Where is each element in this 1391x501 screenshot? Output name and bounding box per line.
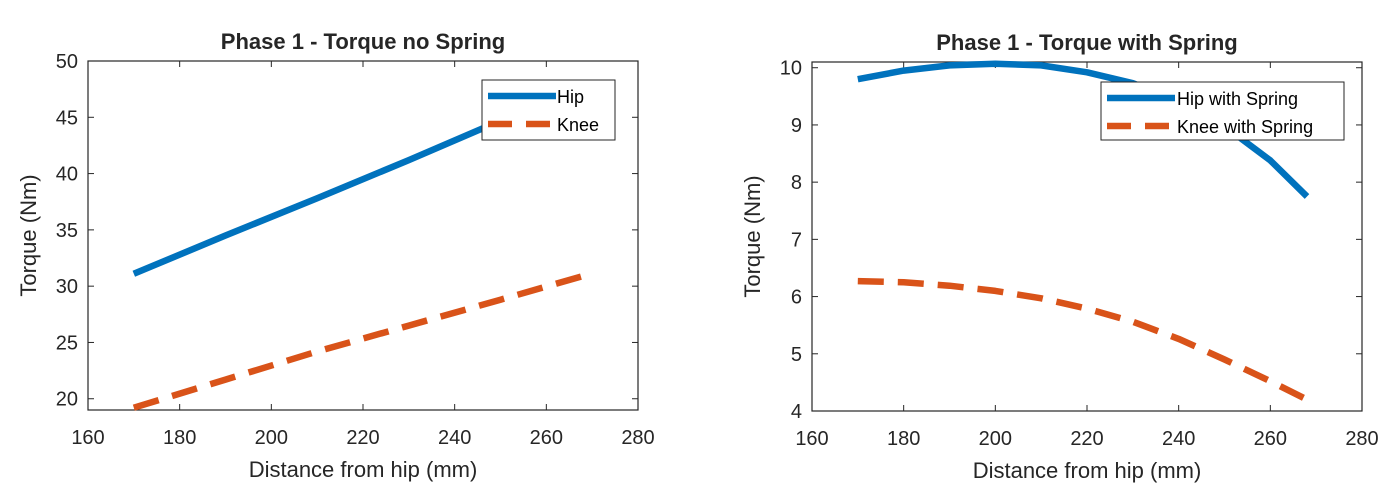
chart-2: 160 180 200 220 240 260 280 4 5 6 7 8 9 10 Phase 1 - T… [740,30,1379,483]
x-tick-label: 260 [1254,428,1287,450]
x-tick-label: 260 [530,427,563,449]
legend-box [481,79,616,141]
x-axis-label: Distance from hip (mm) [973,458,1202,483]
x-tick-label: 180 [887,428,920,450]
x-tick-label: 280 [621,427,654,449]
y-tick-label: 4 [791,401,802,423]
x-tick-label: 160 [795,428,828,450]
legend-box [1100,81,1345,141]
y-tick-label: 45 [56,107,78,129]
y-tick-label: 20 [56,389,78,411]
x-axis-label: Distance from hip (mm) [249,457,478,482]
y-tick-label: 30 [56,276,78,298]
y-tick-label: 40 [56,164,78,186]
x-tick-label: 220 [1070,428,1103,450]
legend-entry: Hip with Spring [1177,89,1298,109]
x-tick-label: 200 [979,428,1012,450]
legend-entry: Knee [557,115,599,135]
y-tick-label: 50 [56,51,78,73]
y-tick-label: 6 [791,287,802,309]
legend-entry: Knee with Spring [1177,117,1313,137]
x-tick-label: 240 [1162,428,1195,450]
y-tick-label: 8 [791,172,802,194]
legend: Hip with Spring Knee with Spring [1100,81,1345,141]
legend-entry: Hip [557,87,584,107]
y-axis-label: Torque (Nm) [740,175,765,297]
x-tick-label: 240 [438,427,471,449]
y-axis-label: Torque (Nm) [16,174,41,296]
x-tick-label: 180 [163,427,196,449]
y-tick-label: 7 [791,229,802,251]
x-tick-label: 200 [255,427,288,449]
chart-1: 160 180 200 220 240 260 280 20 25 30 35 40 45 50 Phase… [16,29,655,482]
y-tick-label: 35 [56,220,78,242]
x-tick-label: 280 [1345,428,1378,450]
y-tick-label: 5 [791,344,802,366]
legend: Hip Knee [481,79,616,141]
y-tick-label: 25 [56,332,78,354]
chart-title: Phase 1 - Torque with Spring [936,30,1238,55]
x-tick-label: 220 [346,427,379,449]
chart-title: Phase 1 - Torque no Spring [221,29,505,54]
y-tick-label: 9 [791,115,802,137]
y-tick-label: 10 [780,58,802,80]
x-tick-label: 160 [71,427,104,449]
